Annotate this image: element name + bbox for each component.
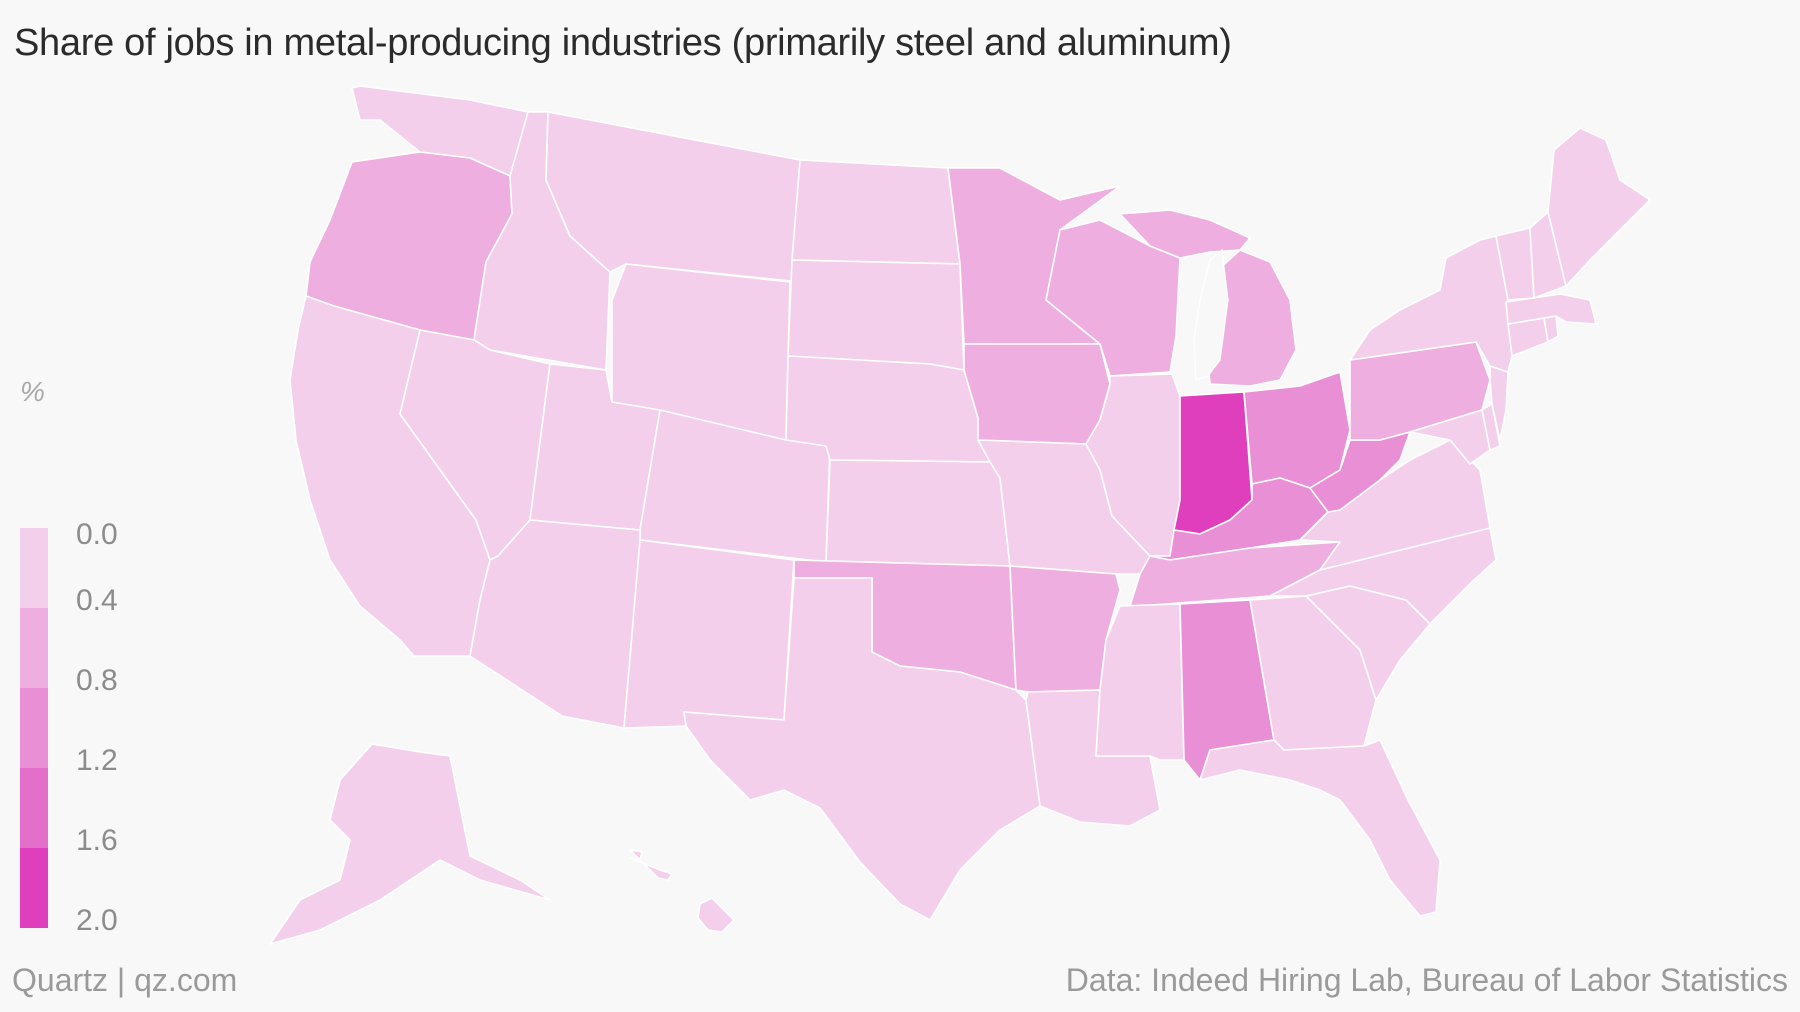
lake-michigan: [1193, 248, 1229, 381]
state-iowa: [963, 343, 1111, 445]
legend-swatch-bin-2: [20, 688, 48, 768]
legend-label-1: 0.4: [76, 584, 118, 617]
state-south-dakota: [787, 259, 965, 371]
legend-label-5: 2.0: [76, 904, 118, 937]
state-alaska: [269, 743, 551, 945]
color-legend: 0.0 0.4 0.8 1.2 1.6 2.0: [20, 518, 118, 937]
chart-title: Share of jobs in metal-producing industr…: [14, 22, 1232, 64]
state-delaware: [1481, 403, 1501, 451]
state-maine: [1547, 127, 1651, 287]
state-hawaii: [697, 897, 735, 933]
legend-label-2: 0.8: [76, 664, 118, 697]
state-wisconsin: [1045, 219, 1181, 377]
state-ohio: [1243, 371, 1351, 489]
footer-source: Data: Indeed Hiring Lab, Bureau of Labor…: [1065, 962, 1788, 998]
state-arizona: [469, 519, 641, 729]
state-florida: [1199, 739, 1441, 917]
legend-label-0: 0.0: [76, 518, 118, 551]
legend-swatch-bin-0: [20, 528, 48, 608]
state-new-mexico: [623, 539, 795, 729]
footer-credit: Quartz | qz.com: [12, 962, 238, 998]
state-maryland: [1409, 409, 1491, 465]
state-north-dakota: [791, 159, 961, 265]
legend-swatch-bin-1: [20, 608, 48, 688]
state-massachusetts: [1505, 293, 1597, 325]
state-kansas: [825, 459, 1011, 567]
state-west-virginia: [1309, 431, 1411, 513]
legend-label-3: 1.2: [76, 744, 118, 777]
legend-swatch-bin-4: [20, 848, 48, 928]
legend-swatch-bin-3: [20, 768, 48, 848]
state-illinois: [1085, 373, 1181, 557]
state-hawaii-islands: [629, 849, 673, 881]
state-texas: [683, 577, 1041, 921]
legend-label-4: 1.6: [76, 824, 118, 857]
state-michigan-up: [1119, 209, 1251, 259]
legend-unit-label: %: [20, 376, 45, 407]
